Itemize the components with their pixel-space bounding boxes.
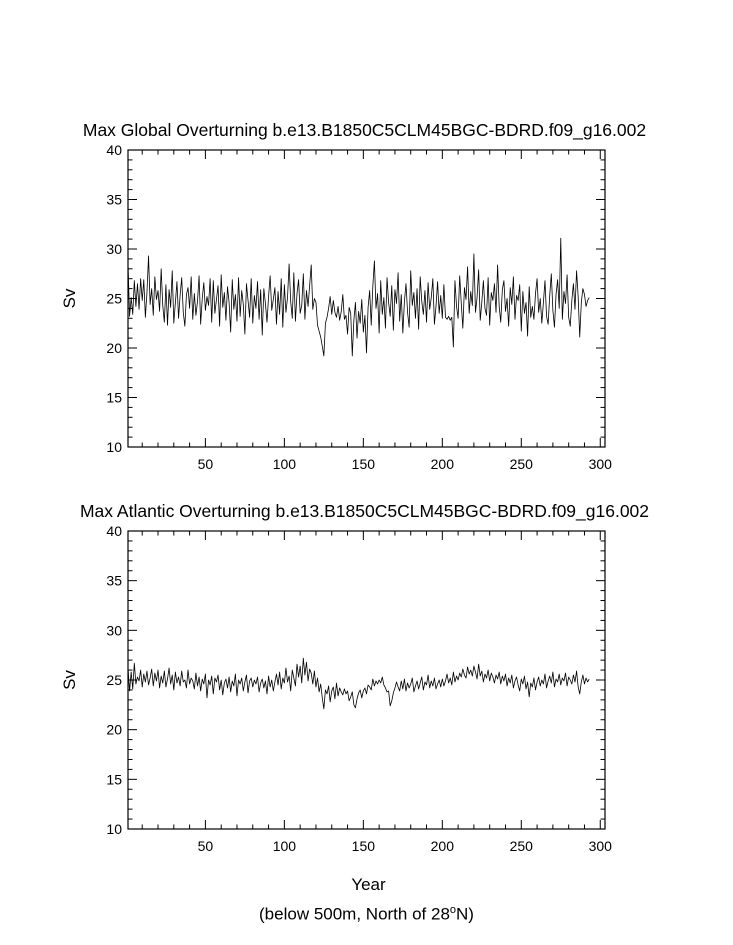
atlantic-x-tick-label: 250 [510, 838, 534, 854]
atlantic-x-axis-label: Year [351, 875, 386, 894]
atlantic-y-axis-label: Sv [60, 670, 79, 690]
global-x-tick-label: 100 [273, 456, 297, 472]
global-y-tick-label: 30 [106, 241, 122, 257]
atlantic-x-tick-label: 300 [589, 838, 613, 854]
atlantic-axis-ticks [128, 530, 605, 830]
global-x-tick-label: 300 [589, 456, 613, 472]
atlantic-y-tick-label: 25 [106, 672, 122, 688]
global-series-line [127, 237, 590, 357]
global-y-tick-label: 35 [106, 192, 122, 208]
global-y-tick-label: 20 [106, 340, 122, 356]
global-y-tick-label: 25 [106, 291, 122, 307]
atlantic-x-tick-label: 150 [352, 838, 376, 854]
global-y-axis-label: Sv [60, 288, 79, 308]
global-overturning-panel: Max Global Overturning b.e13.B1850C5CLM4… [60, 120, 646, 472]
atlantic-overturning-panel: Max Atlantic Overturning b.e13.B1850C5CL… [60, 501, 649, 894]
atlantic-x-tick-label: 200 [431, 838, 455, 854]
global-x-tick-label: 150 [352, 456, 376, 472]
global-x-tick-label: 50 [198, 456, 214, 472]
atlantic-y-tick-label: 40 [106, 523, 122, 539]
atlantic-chart-title: Max Atlantic Overturning b.e13.B1850C5CL… [80, 501, 649, 522]
global-y-tick-label: 40 [106, 142, 122, 158]
global-y-tick-label: 15 [106, 390, 122, 406]
atlantic-y-tick-label: 20 [106, 722, 122, 738]
atlantic-y-tick-label: 30 [106, 622, 122, 638]
atlantic-x-tick-label: 50 [198, 838, 214, 854]
atlantic-y-tick-label: 10 [106, 821, 122, 837]
global-chart-title: Max Global Overturning b.e13.B1850C5CLM4… [83, 120, 646, 141]
atlantic-x-tick-label: 100 [273, 838, 297, 854]
footnote: (below 500m, North of 28oN) [259, 904, 474, 924]
atlantic-y-tick-label: 15 [106, 771, 122, 787]
global-axis-ticks [128, 149, 605, 448]
global-x-tick-label: 200 [431, 456, 455, 472]
global-x-tick-label: 250 [510, 456, 534, 472]
global-y-tick-label: 10 [106, 439, 122, 455]
atlantic-y-tick-label: 35 [106, 573, 122, 589]
atlantic-series-line [127, 657, 590, 710]
